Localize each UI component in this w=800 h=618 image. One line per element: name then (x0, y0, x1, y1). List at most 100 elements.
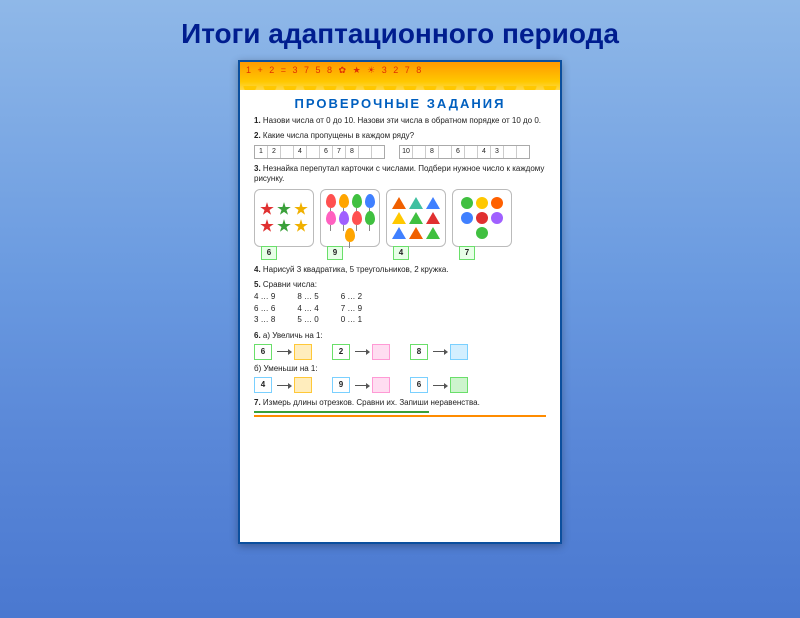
arrow-icon (355, 385, 367, 386)
arrow-icon (433, 385, 445, 386)
task-num: 4. (254, 265, 261, 274)
number-box: 6 (410, 377, 428, 393)
task-7: 7. Измерь длины отрезков. Сравни их. Зап… (254, 398, 546, 416)
circle-icon (491, 197, 503, 209)
balloon-icon (326, 194, 336, 208)
seq-cell (439, 146, 452, 158)
number-box: 4 (254, 377, 272, 393)
seq-cell: 10 (400, 146, 413, 158)
seq-cell: 7 (333, 146, 346, 158)
task-1: 1. Назови числа от 0 до 10. Назови эти ч… (254, 116, 546, 126)
compare-item: 6 … 6 (254, 304, 275, 314)
seq-cell: 4 (294, 146, 307, 158)
balloon-icon (326, 211, 336, 225)
picture-card: 9 (320, 189, 380, 247)
seq-cell (307, 146, 320, 158)
task-text: Сравни числа: (263, 280, 317, 289)
arrow-icon (355, 351, 367, 352)
star-icon (294, 219, 308, 233)
worksheet-body: 1. Назови числа от 0 до 10. Назови эти ч… (240, 116, 560, 417)
card-number-label: 7 (459, 246, 475, 260)
task-5: 5. Сравни числа: 4 … 9 6 … 63 … 8 8 … 54 …… (254, 280, 546, 326)
triangle-icon (426, 197, 440, 209)
card-number-label: 9 (327, 246, 343, 260)
task-text: Измерь длины отрезков. Сравни их. Запиши… (263, 398, 480, 407)
compare-item: 4 … 9 (254, 292, 275, 302)
triangle-icon (409, 197, 423, 209)
star-icon (277, 202, 291, 216)
seq-cell (504, 146, 517, 158)
circle-icon (476, 197, 488, 209)
triangle-icon (392, 212, 406, 224)
balloon-icon (365, 194, 375, 208)
compare-item: 4 … 4 (297, 304, 318, 314)
compare-column: 8 … 54 … 45 … 0 (297, 292, 318, 325)
seq-cell: 3 (491, 146, 504, 158)
task-num: 6. (254, 331, 261, 340)
sequence-2: 10 8 6 43 (399, 145, 530, 159)
slide-title: Итоги адаптационного периода (0, 18, 800, 50)
task-2: 2. Какие числа пропущены в каждом ряду? … (254, 131, 546, 158)
seq-cell: 6 (452, 146, 465, 158)
circle-icon (461, 197, 473, 209)
arrow-icon (433, 351, 445, 352)
task-text: Незнайка перепутал карточки с числами. П… (254, 164, 544, 183)
compare-column: 4 … 9 6 … 63 … 8 (254, 292, 275, 325)
triangle-icon (426, 212, 440, 224)
seq-cell (465, 146, 478, 158)
task-4: 4. Нарисуй 3 квадратика, 5 треугольников… (254, 265, 546, 275)
balloon-icon (345, 228, 355, 242)
card-number-label: 4 (393, 246, 409, 260)
task-num: 1. (254, 116, 261, 125)
number-box (450, 377, 468, 393)
seq-cell: 6 (320, 146, 333, 158)
triangle-icon (409, 227, 423, 239)
seq-cell: 4 (478, 146, 491, 158)
arrow-icon (277, 351, 289, 352)
balloon-icon (352, 194, 362, 208)
task-6: 6. а) Увеличь на 1: 6 2 8 б) Уменьши на 1:… (254, 331, 546, 394)
star-icon (294, 202, 308, 216)
balloon-icon (339, 211, 349, 225)
seq-cell: 8 (426, 146, 439, 158)
number-box (372, 377, 390, 393)
seq-cell (413, 146, 426, 158)
picture-card: 4 (386, 189, 446, 247)
picture-card: 6 (254, 189, 314, 247)
balloon-icon (339, 194, 349, 208)
star-icon (277, 219, 291, 233)
seq-cell (359, 146, 372, 158)
task-num: 7. (254, 398, 261, 407)
task-6b-label: б) Уменьши на 1: (254, 364, 546, 374)
picture-card: 7 (452, 189, 512, 247)
star-icon (260, 219, 274, 233)
triangle-icon (426, 227, 440, 239)
compare-item: 6 … 2 (341, 292, 362, 302)
circle-icon (491, 212, 503, 224)
number-box (294, 344, 312, 360)
compare-column: 6 … 27 … 90 … 1 (341, 292, 362, 325)
task-text: Какие числа пропущены в каждом ряду? (263, 131, 414, 140)
task-6a-label: а) Увеличь на 1: (263, 331, 323, 340)
triangle-icon (392, 227, 406, 239)
number-box: 8 (410, 344, 428, 360)
card-number-label: 6 (261, 246, 277, 260)
seq-cell: 1 (255, 146, 268, 158)
number-box: 6 (254, 344, 272, 360)
balloon-icon (352, 211, 362, 225)
seq-cell (372, 146, 384, 158)
number-box: 9 (332, 377, 350, 393)
number-box: 2 (332, 344, 350, 360)
compare-item: 0 … 1 (341, 315, 362, 325)
number-box (372, 344, 390, 360)
task-num: 5. (254, 280, 261, 289)
circle-icon (476, 212, 488, 224)
circle-icon (461, 212, 473, 224)
task-num: 2. (254, 131, 261, 140)
seq-cell (517, 146, 529, 158)
compare-item: 3 … 8 (254, 315, 275, 325)
task-3: 3. Незнайка перепутал карточки с числами… (254, 164, 546, 247)
task-text: Нарисуй 3 квадратика, 5 треугольников, 2… (263, 265, 449, 274)
seq-cell (281, 146, 294, 158)
task-text: Назови числа от 0 до 10. Назови эти числ… (263, 116, 541, 125)
